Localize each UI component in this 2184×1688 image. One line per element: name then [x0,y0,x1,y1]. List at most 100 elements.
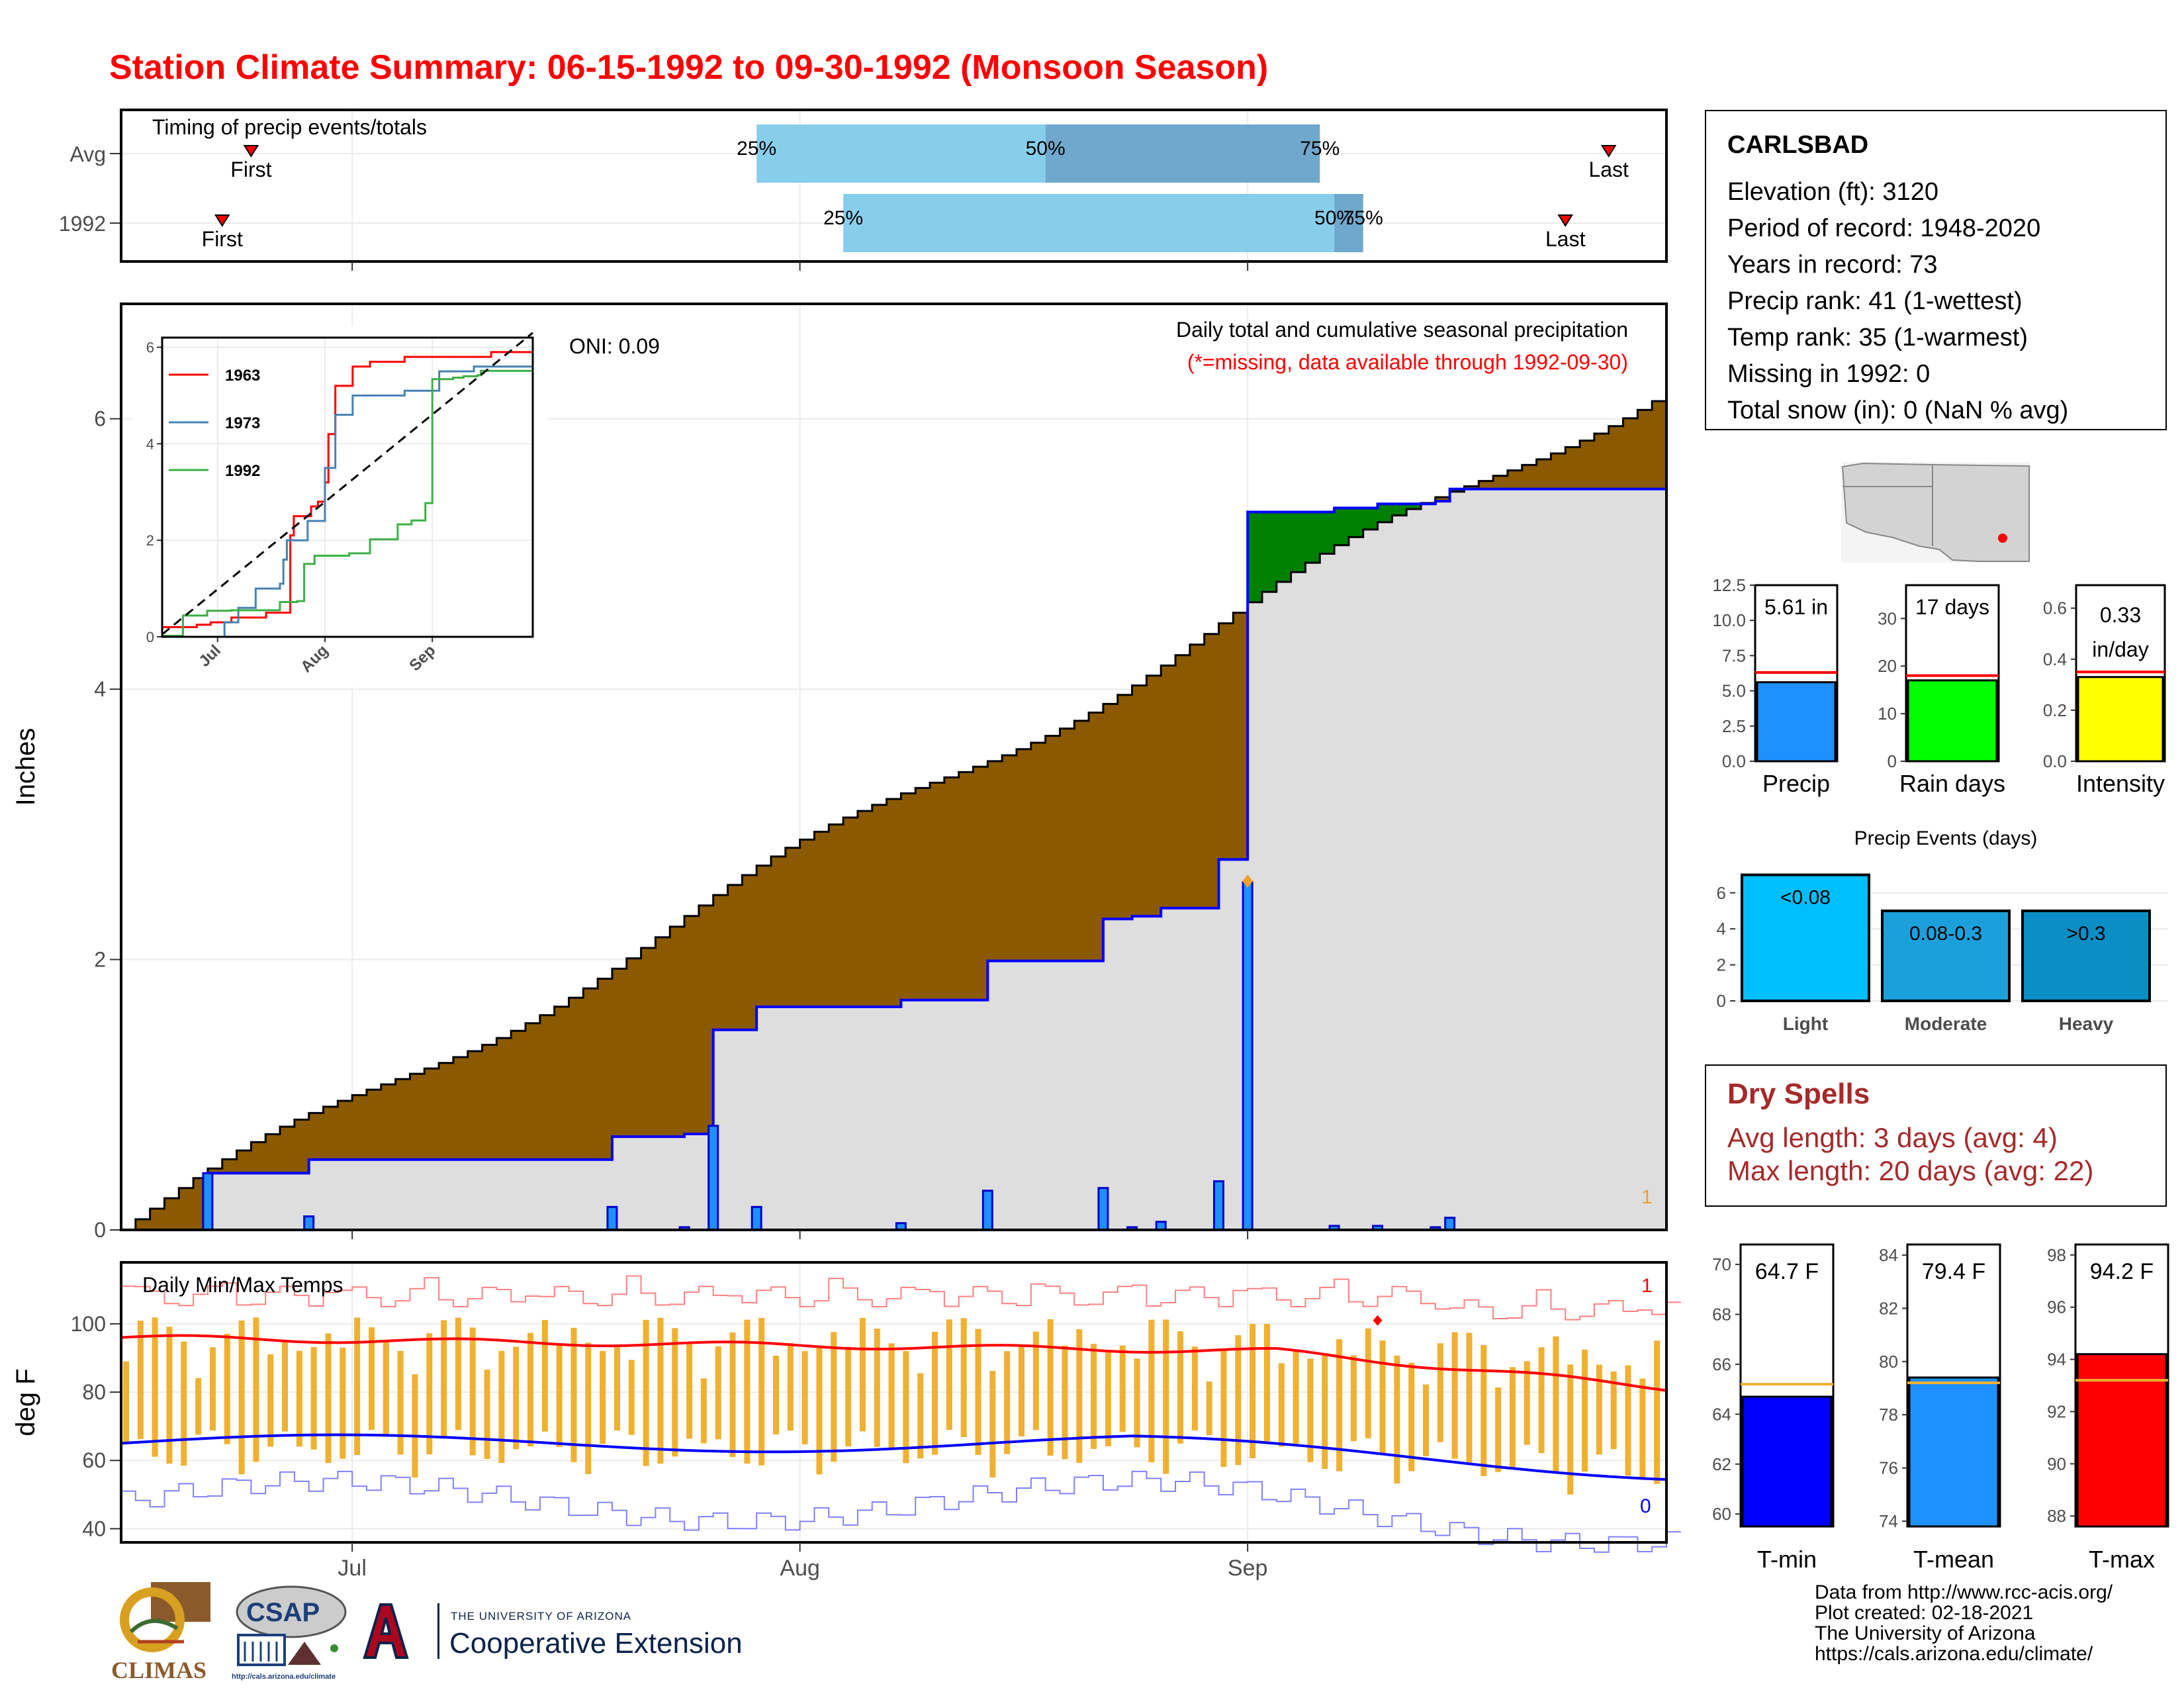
daily-temp-bar [960,1318,967,1437]
below-avg-area [1030,742,1046,961]
daily-temp-bar [1105,1351,1111,1446]
daily-temp-bar [426,1333,433,1455]
below-avg-area [179,1188,194,1230]
footer-line-3: https://cals.arizona.edu/climate/ [1815,1643,2093,1665]
precip-gauge-ytick-label: 2.5 [1722,716,1746,736]
daily-temp-bar [541,1320,548,1432]
below-avg-area [1146,675,1161,917]
daily-temp-bar [1307,1358,1314,1462]
daily-temp-bar [657,1317,664,1464]
tmax-gauge-ytick-label: 98 [2047,1245,2066,1265]
daily-temp-bar [932,1331,938,1455]
observed-cumulative-area [121,489,1666,1230]
daily-temp-bar [1567,1364,1574,1495]
tmax-gauge-ytick-label: 92 [2047,1401,2066,1421]
tmax-gauge-value: 94.2 F [2090,1259,2154,1284]
daily-temp-bar [1076,1329,1083,1463]
observed-cumulative-line [121,487,1666,1231]
raindays-gauge-value: 17 days [1915,595,1989,619]
below-avg-area [222,1159,238,1174]
below-avg-area [323,1106,338,1160]
tmin-gauge-value: 64.7 F [1755,1259,1819,1284]
daily-temp-bar [1004,1351,1011,1454]
daily-precip-bar [1097,1187,1109,1231]
inset-avg-line [161,332,533,635]
ua-big-text: Cooperative Extension [449,1627,743,1660]
timing-first-label: First [202,227,243,251]
tmax-gauge-ytick-label: 94 [2047,1350,2066,1370]
temp-panel-border [120,1261,1668,1544]
tmean-gauge-ytick-label: 84 [1879,1245,1898,1265]
below-avg-area [799,839,815,1008]
daily-temp-bar [729,1332,736,1458]
below-avg-area [1637,410,1653,489]
daily-temp-bar [152,1317,158,1457]
raindays-gauge-label: Rain days [1899,770,2005,797]
tmin-gauge-ytick-label: 60 [1712,1504,1731,1524]
below-avg-area [583,988,598,1160]
tmin-gauge-bar [1741,1395,1833,1528]
below-avg-area [207,1168,223,1174]
daily-temp-bar [917,1373,924,1459]
daily-temp-bar [1322,1352,1328,1470]
footer-line-2: The University of Arizona [1815,1622,2036,1644]
daily-temp-bar [354,1317,361,1456]
station-location-marker [1998,534,2007,543]
daily-temp-bar [1495,1387,1502,1472]
below-avg-area [958,772,974,1000]
daily-temp-bar [1625,1365,1631,1476]
daily-temp-bar [1480,1344,1487,1477]
below-avg-area [901,793,916,1000]
timing-q50-label: 50% [1314,207,1354,229]
tmax-gauge-ytick-label: 90 [2047,1454,2066,1474]
precip-events-category: Heavy [2059,1013,2114,1034]
tmin-gauge-ytick-label: 66 [1712,1354,1731,1374]
station-line-6: Total snow (in): 0 (NaN % avg) [1727,397,2069,424]
intensity-gauge-ytick-label: 0.0 [2043,751,2067,771]
daily-temp-bar [1524,1361,1530,1445]
daily-temp-bar [195,1378,202,1435]
daily-temp-bar [1639,1378,1646,1480]
tmean-gauge-value: 79.4 F [1922,1259,1985,1284]
timing-first-marker [243,145,259,158]
precip-gauge-ytick-label: 10.0 [1712,610,1746,630]
daily-temp-bar [310,1346,317,1450]
station-line-4: Temp rank: 35 (1-warmest) [1727,324,2028,352]
inset-ytick-label: 4 [146,436,154,452]
tmin-gauge-ytick-label: 64 [1712,1404,1731,1424]
below-avg-area [742,874,757,1030]
daily-temp-bar [513,1346,520,1450]
daily-temp-bar [209,1347,216,1431]
below-avg-area [1060,728,1075,961]
tmean-gauge-bar [1908,1376,1999,1528]
raindays-gauge-ytick-label: 10 [1878,704,1897,724]
daily-temp-bar [628,1360,635,1435]
daily-temp-bar [715,1346,721,1440]
precip-events-ytick-label: 4 [1717,919,1726,939]
daily-temp-bar [585,1342,592,1474]
max-precip-marker [1242,874,1253,888]
below-avg-area [756,865,772,1008]
precip-events-bar-label: >0.3 [2066,923,2105,945]
daily-precip-bar [1444,1217,1456,1231]
daily-temp-bar [1047,1319,1054,1456]
daily-temp-bar [903,1351,909,1464]
intensity-gauge-bar [2077,676,2164,763]
daily-temp-bar [672,1328,678,1457]
intensity-gauge-value: 0.33 [2100,603,2141,627]
inset-ytick-label: 6 [146,340,154,356]
below-avg-area [886,799,901,1008]
dry-spells-box: Dry Spells Avg length: 3 days (avg: 4) M… [1705,1064,2167,1207]
inset-ytick-label: 2 [146,532,154,549]
daily-temp-bar [686,1342,693,1439]
below-avg-area [308,1113,324,1160]
precip-events-category: Light [1783,1013,1828,1034]
daily-temp-bar [643,1319,649,1466]
below-avg-area [930,782,945,1000]
station-line-0: Elevation (ft): 3120 [1727,178,1938,206]
timing-panel-border [120,109,1668,263]
below-avg-area [439,1062,454,1160]
raindays-gauge-ytick-label: 20 [1878,656,1897,676]
below-avg-area [511,1031,526,1160]
